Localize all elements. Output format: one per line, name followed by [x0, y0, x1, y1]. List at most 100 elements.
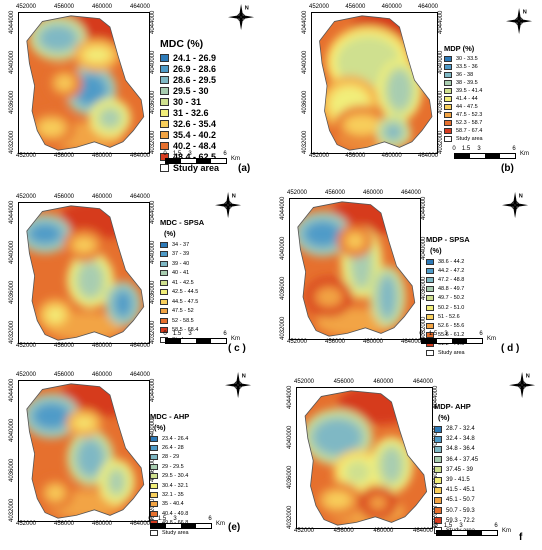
legend-label: 40.4 - 49.8 [162, 510, 189, 517]
legend-swatch [150, 463, 158, 470]
legend-label: 47.5 - 52.3 [456, 112, 483, 118]
legend-swatch [160, 317, 168, 324]
map-panel-f: 452000 452000 456000 456000 460000 460000 4640… [271, 362, 542, 550]
legend-item: 33.5 - 36 [444, 63, 483, 71]
legend-label: 59.3 - 72.2 [446, 517, 475, 524]
x-tick-label: 456000 [54, 521, 75, 527]
legend-swatch [434, 445, 442, 453]
legend-item: 48.4 - 62.5 [160, 152, 219, 163]
legend-swatch [426, 295, 434, 302]
x-tick-label: 452000 [16, 521, 37, 527]
scale-bar: 0 1.5 3 6 Km [434, 522, 526, 536]
legend-item: 26.4 - 28 [150, 443, 189, 452]
legend-item: 30 - 31 [160, 96, 219, 107]
scale-label: 3 [173, 516, 177, 522]
legend-title: MDC (%) [160, 38, 204, 50]
legend: MDP - SPSA (%) 38.6 - 44.2 44.2 - 47.2 47.2 … [426, 235, 470, 358]
scale-bar: 0 1.5 3 6 Km [163, 150, 255, 164]
legend-item: 40.4 - 49.8 [150, 509, 189, 518]
x-tick-label: 460000 [363, 339, 384, 345]
legend-label: 42.5 - 44.5 [172, 289, 199, 296]
legend-label: 28.7 - 32.4 [446, 426, 475, 433]
legend-swatch [426, 313, 434, 320]
y-tick-label: 4044000 [302, 10, 308, 34]
legend-label: 28 - 29 [162, 454, 180, 461]
x-tick-label: 452000 [16, 4, 37, 10]
legend-label: 48.8 - 49.7 [438, 286, 465, 293]
x-tick-label: 452000 [287, 339, 308, 345]
scale-bar: 0 1.5 3 6 Km [163, 330, 255, 344]
x-tick-label: 464000 [418, 153, 439, 159]
y-tick-label: 4032000 [302, 130, 308, 154]
legend-swatch [160, 270, 168, 277]
x-tick-label: 460000 [92, 4, 113, 10]
legend-item: 32.1 - 35 [150, 490, 189, 499]
legend-title: MDC - AHP [150, 412, 190, 421]
legend-swatch [426, 350, 434, 357]
scale-unit: Km [502, 528, 511, 534]
legend-swatch [426, 267, 434, 274]
legend-label: Study area [438, 350, 465, 357]
legend: MDP- AHP (%) 28.7 - 32.4 32.4 - 34.8 34.8 - … [434, 402, 478, 536]
x-tick-label: 456000 [345, 153, 366, 159]
y-tick-label: 4044000 [150, 200, 156, 224]
north-arrow-icon: N [506, 8, 534, 36]
legend-item: 29.5 - 30.4 [150, 472, 189, 481]
legend-swatch [150, 435, 158, 442]
legend-swatch [434, 496, 442, 504]
x-tick-label: 460000 [92, 521, 113, 527]
legend-label: 35 - 40.4 [162, 501, 184, 508]
legend-label: 32.4 - 34.8 [446, 436, 475, 443]
x-tick-label: 456000 [54, 153, 75, 159]
legend-item: 30.4 - 32.1 [150, 481, 189, 490]
x-tick-label: 464000 [130, 194, 151, 200]
y-tick-label: 4032000 [280, 316, 286, 340]
scale-label: 0 [163, 151, 167, 157]
legend-label: 31 - 32.6 [173, 108, 209, 119]
legend-swatch [160, 251, 168, 258]
x-tick-label: 460000 [92, 372, 113, 378]
legend-swatch [444, 128, 452, 134]
y-tick-label: 4044000 [150, 10, 156, 34]
legend-title: (%) [438, 413, 450, 422]
legend-label: 40.2 - 48.4 [173, 141, 217, 152]
legend-label: Study area [173, 163, 220, 174]
y-tick-label: 4044000 [9, 378, 15, 402]
x-tick-label: 452000 [294, 528, 315, 534]
scale-unit: Km [231, 156, 240, 162]
legend-item: 47.5 - 52 [160, 307, 204, 317]
svg-text:N: N [245, 6, 249, 12]
scale-label: 3 [477, 146, 481, 152]
legend-item: 24.1 - 26.9 [160, 52, 219, 63]
legend-item: 36 - 38 [444, 71, 483, 79]
x-tick-label: 452000 [309, 4, 330, 10]
scale-label: 0 [452, 146, 456, 152]
legend-swatch [434, 435, 442, 443]
legend-swatch [426, 332, 434, 339]
legend-swatch [160, 131, 169, 140]
scale-label: 6 [512, 146, 516, 152]
panel-label: (b) [501, 163, 514, 174]
legend-swatch [426, 286, 434, 293]
legend-swatch [150, 482, 158, 489]
legend-swatch [160, 241, 168, 248]
panel-label: f [519, 532, 523, 543]
legend-swatch [434, 486, 442, 494]
study-area-boundary [26, 205, 145, 341]
x-tick-label: 452000 [16, 194, 37, 200]
scale-label: 3 [188, 151, 192, 157]
legend-swatch [434, 517, 442, 525]
x-tick-label: 452000 [287, 190, 308, 196]
legend-swatch [160, 279, 168, 286]
scale-label: 0 [148, 516, 152, 522]
legend-item-study-area: Study area [444, 135, 483, 143]
map-frame [18, 202, 150, 344]
panel-label: ( d ) [501, 343, 520, 354]
legend-item: 52.3 - 58.7 [444, 119, 483, 127]
legend-swatch [444, 72, 452, 78]
legend-item: 34 - 37 [160, 240, 204, 250]
legend-swatch [434, 507, 442, 515]
legend-item: 48.8 - 49.7 [426, 285, 470, 294]
y-tick-label: 4044000 [421, 196, 427, 220]
legend: MDC (%) 24.1 - 26.9 26.9 - 28.6 28.6 - 29.5… [160, 38, 219, 174]
